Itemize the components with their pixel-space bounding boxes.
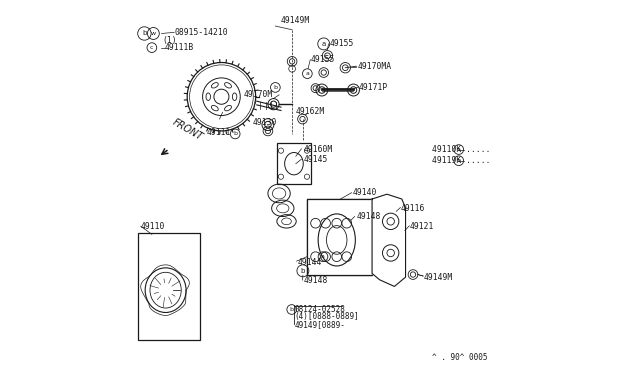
Text: ^ . 90^ 0005: ^ . 90^ 0005 <box>431 353 487 362</box>
Circle shape <box>342 252 351 262</box>
Ellipse shape <box>225 105 232 111</box>
Text: 49116: 49116 <box>401 204 426 213</box>
Text: c: c <box>150 45 154 50</box>
Ellipse shape <box>206 93 211 100</box>
Text: 49149[0889-: 49149[0889- <box>294 320 346 329</box>
Text: w: w <box>151 31 156 36</box>
Text: (1): (1) <box>163 36 177 45</box>
Text: 08915-14210: 08915-14210 <box>175 28 228 37</box>
Circle shape <box>321 252 330 262</box>
Text: b: b <box>273 85 277 90</box>
Text: 49110: 49110 <box>141 222 165 231</box>
Text: 49119K .....: 49119K ..... <box>431 156 490 165</box>
Text: b: b <box>233 131 237 137</box>
Text: (4)[0888-0889]: (4)[0888-0889] <box>294 312 360 321</box>
Bar <box>138 232 200 340</box>
Text: 49111B: 49111B <box>165 43 194 52</box>
Circle shape <box>310 252 321 262</box>
Text: b: b <box>290 307 294 312</box>
Text: b: b <box>457 158 461 163</box>
Ellipse shape <box>211 105 218 111</box>
Text: 49148: 49148 <box>356 212 381 221</box>
Text: a: a <box>321 41 326 47</box>
Text: 49148: 49148 <box>303 276 328 285</box>
Circle shape <box>321 218 330 228</box>
Polygon shape <box>372 194 406 286</box>
Text: a: a <box>305 71 309 76</box>
Ellipse shape <box>225 83 232 88</box>
Polygon shape <box>257 101 281 109</box>
Text: 49144: 49144 <box>298 258 322 267</box>
Text: 49155: 49155 <box>311 55 335 64</box>
Circle shape <box>332 252 342 262</box>
Text: b: b <box>301 268 305 274</box>
Text: 49140: 49140 <box>353 188 377 197</box>
Text: FRONT: FRONT <box>172 117 205 142</box>
Bar <box>307 199 372 275</box>
Circle shape <box>310 218 321 228</box>
Text: a: a <box>457 147 461 152</box>
Text: 49162M: 49162M <box>296 107 325 116</box>
Text: 49110K .....: 49110K ..... <box>431 145 490 154</box>
Text: 08124-02528: 08124-02528 <box>294 305 346 314</box>
Text: 49149M: 49149M <box>424 273 452 282</box>
Text: 49130: 49130 <box>253 118 277 127</box>
Circle shape <box>342 218 351 228</box>
Text: 49145: 49145 <box>303 155 328 164</box>
Text: b: b <box>142 31 147 36</box>
Ellipse shape <box>232 93 237 100</box>
Bar <box>307 199 372 275</box>
Circle shape <box>383 245 399 261</box>
Bar <box>277 143 310 184</box>
Text: 49111: 49111 <box>207 128 231 137</box>
Circle shape <box>332 218 342 228</box>
Ellipse shape <box>211 83 218 88</box>
Text: 49170MA: 49170MA <box>357 62 391 71</box>
Text: 49171P: 49171P <box>359 83 388 92</box>
Text: 49155: 49155 <box>330 39 354 48</box>
Text: 49149M: 49149M <box>281 16 310 25</box>
Text: 49170M: 49170M <box>244 90 273 99</box>
Circle shape <box>383 213 399 230</box>
Text: a: a <box>321 254 325 259</box>
Text: 49160M: 49160M <box>303 145 333 154</box>
Text: 49121: 49121 <box>410 222 435 231</box>
